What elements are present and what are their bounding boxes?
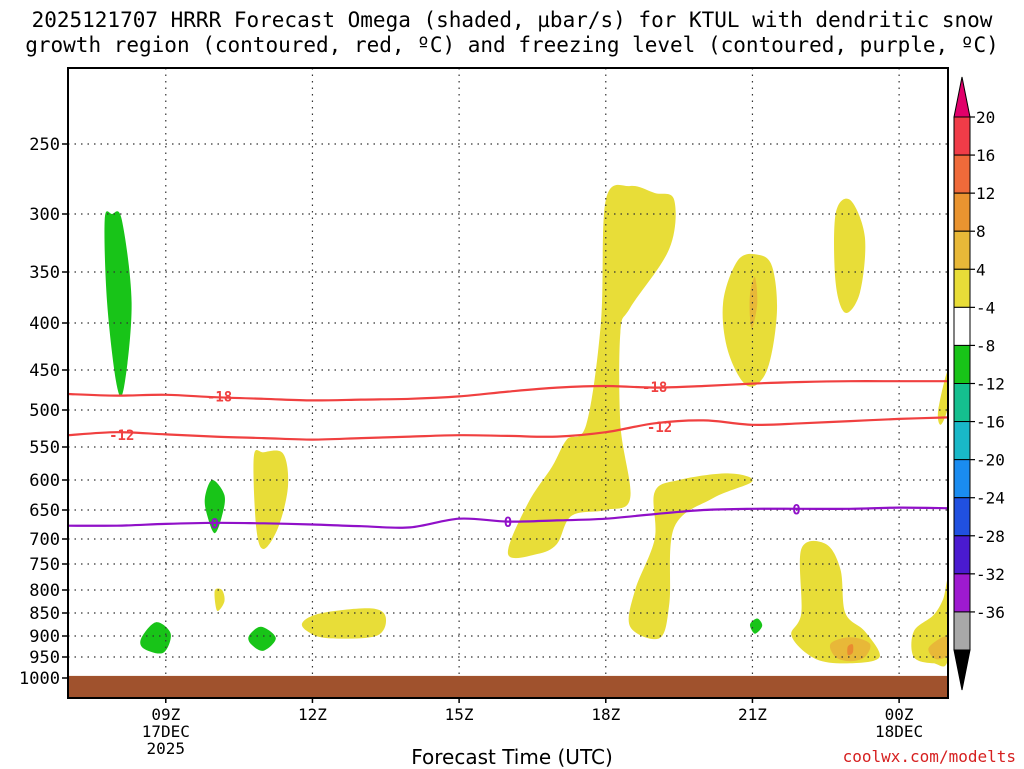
contour-label: -12 xyxy=(109,428,134,444)
plot-area: -18 -12 -18 -12 0 0 0 xyxy=(68,68,948,698)
colorbar-swatch xyxy=(953,535,971,575)
colorbar-swatch xyxy=(953,497,971,537)
colorbar-top-arrow xyxy=(953,76,971,118)
omega-region-0 xyxy=(104,211,132,397)
omega-region-12 xyxy=(791,540,880,664)
colorbar-label: -8 xyxy=(976,336,995,355)
y-tick-label: 250 xyxy=(29,135,60,155)
contour-label: -18 xyxy=(642,380,667,396)
omega-region-16 xyxy=(749,276,758,329)
contour-line-temp-minus12 xyxy=(68,416,948,441)
colorbar-swatch xyxy=(953,421,971,461)
y-tick-label: 800 xyxy=(29,581,60,601)
omega-region-1 xyxy=(204,479,225,534)
colorbar-label: 8 xyxy=(976,222,986,241)
contour-line-temp-minus18 xyxy=(68,380,948,402)
y-tick-label: 650 xyxy=(29,501,60,521)
colorbar-label: 16 xyxy=(976,146,995,165)
colorbar-label: 20 xyxy=(976,108,995,127)
chart-title-line-2: growth region (contoured, red, ºC) and f… xyxy=(25,33,999,57)
contour-label: 0 xyxy=(210,516,218,532)
x-tick-label: 18Z xyxy=(591,705,620,724)
y-tick-label: 700 xyxy=(29,530,60,550)
y-tick-label: 350 xyxy=(29,263,60,283)
y-tick-label: 450 xyxy=(29,361,60,381)
x-tick-label: 21Z xyxy=(738,705,767,724)
omega-region-4 xyxy=(749,618,763,634)
plot-frame xyxy=(67,67,949,699)
colorbar-swatch xyxy=(953,459,971,499)
x-tick-label: 15Z xyxy=(445,705,474,724)
y-tick-label: 500 xyxy=(29,401,60,421)
omega-region-18 xyxy=(847,644,854,656)
surface-band xyxy=(68,675,948,698)
y-tick-label: 600 xyxy=(29,471,60,491)
colorbar-swatch xyxy=(953,611,971,651)
omega-region-5 xyxy=(253,449,289,549)
x-tick-date: 17DEC xyxy=(142,722,190,741)
colorbar-label: -24 xyxy=(976,489,1005,508)
colorbar-label: -32 xyxy=(976,565,1005,584)
colorbar-swatch xyxy=(953,230,971,270)
colorbar-swatch xyxy=(953,154,971,194)
credit-link[interactable]: coolwx.com/modelts xyxy=(842,747,1016,766)
y-tick-label: 750 xyxy=(29,555,60,575)
colorbar-swatch xyxy=(953,383,971,423)
x-tick-label: 00Z xyxy=(885,705,914,724)
omega-region-9 xyxy=(722,253,778,387)
omega-region-11 xyxy=(628,473,753,640)
x-axis-label: Forecast Time (UTC) xyxy=(411,745,613,769)
contour-label: -18 xyxy=(207,389,232,405)
omega-region-10 xyxy=(834,198,866,313)
colorbar-swatch xyxy=(953,573,971,613)
colorbar-label: 12 xyxy=(976,184,995,203)
contour-label: -12 xyxy=(647,420,672,436)
omega-region-17 xyxy=(928,636,948,660)
chart-title-line-1: 2025121707 HRRR Forecast Omega (shaded, … xyxy=(31,8,993,32)
colorbar-swatch xyxy=(953,116,971,156)
x-tick-label: 09Z xyxy=(151,705,180,724)
y-tick-label: 400 xyxy=(29,314,60,334)
colorbar-label: -20 xyxy=(976,451,1005,470)
colorbar-label: -12 xyxy=(976,375,1005,394)
y-tick-label: 850 xyxy=(29,604,60,624)
y-tick-label: 300 xyxy=(29,205,60,225)
contour-label: 0 xyxy=(792,502,800,518)
y-tick-label: 900 xyxy=(29,627,60,647)
colorbar-label: -4 xyxy=(976,298,995,317)
contour-line-freezing-level xyxy=(68,506,948,529)
omega-region-7 xyxy=(301,608,387,639)
x-tick-label: 12Z xyxy=(298,705,327,724)
colorbar-bottom-arrow xyxy=(953,649,971,691)
colorbar-swatch xyxy=(953,344,971,384)
omega-region-13 xyxy=(911,579,948,667)
y-tick-label: 1000 xyxy=(19,669,60,689)
y-tick-label: 550 xyxy=(29,438,60,458)
omega-region-2 xyxy=(140,622,171,654)
x-tick-date: 18DEC xyxy=(875,722,923,741)
omega-region-8 xyxy=(507,184,676,559)
colorbar-swatch xyxy=(953,268,971,308)
colorbar-swatch xyxy=(953,306,971,346)
contour-label: 0 xyxy=(504,515,512,531)
omega-region-15 xyxy=(829,637,871,662)
omega-region-14 xyxy=(937,370,948,425)
omega-region-3 xyxy=(248,626,276,651)
omega-region-6 xyxy=(214,588,225,611)
colorbar-label: -36 xyxy=(976,603,1005,622)
y-tick-label: 950 xyxy=(29,648,60,668)
colorbar-label: 4 xyxy=(976,260,986,279)
colorbar-label: -16 xyxy=(976,413,1005,432)
colorbar-label: -28 xyxy=(976,527,1005,546)
colorbar-swatch xyxy=(953,192,971,232)
